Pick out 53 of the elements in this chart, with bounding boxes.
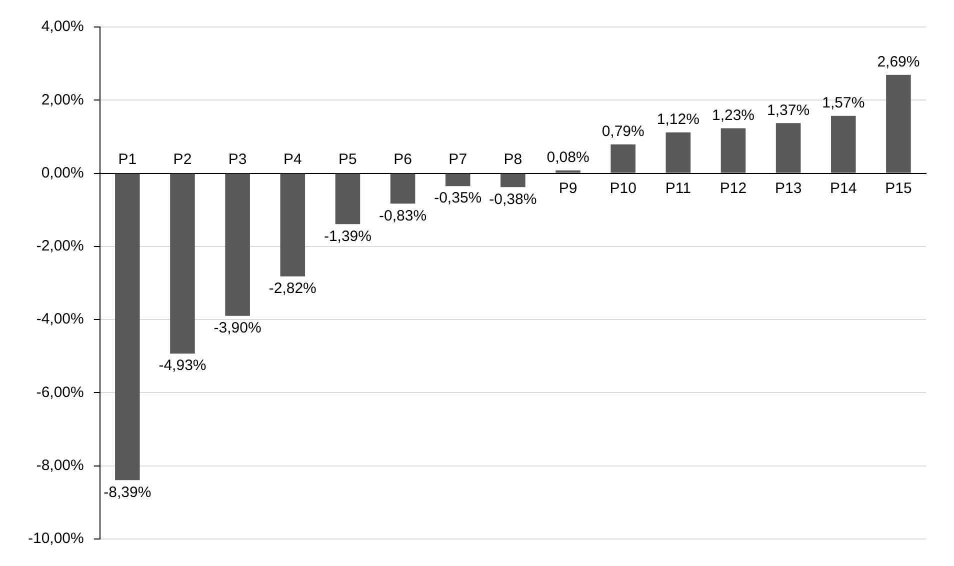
x-tick-label: P13 bbox=[774, 180, 802, 197]
data-label: -0,83% bbox=[379, 207, 427, 224]
x-tick-label: P1 bbox=[118, 150, 137, 168]
x-tick-label: P14 bbox=[830, 180, 857, 197]
y-tick-label: -4,00% bbox=[36, 310, 84, 328]
data-label: -4,93% bbox=[158, 357, 206, 374]
x-tick-label: P3 bbox=[228, 150, 247, 168]
x-tick-label: P4 bbox=[283, 150, 302, 168]
bar bbox=[445, 174, 470, 186]
y-tick-label: -8,00% bbox=[36, 457, 84, 474]
data-label: 1,23% bbox=[712, 106, 755, 124]
bar bbox=[280, 174, 306, 276]
bar bbox=[115, 174, 140, 480]
data-label: 1,57% bbox=[822, 94, 865, 112]
data-label: 2,69% bbox=[877, 54, 920, 71]
bar bbox=[610, 144, 636, 173]
data-label: 1,37% bbox=[767, 102, 810, 119]
x-tick-label: P5 bbox=[338, 150, 357, 168]
x-tick-label: P10 bbox=[610, 180, 636, 197]
x-tick-label: P15 bbox=[885, 180, 912, 197]
x-tick-label: P7 bbox=[448, 150, 468, 168]
data-label: 1,12% bbox=[656, 110, 700, 128]
data-label: 0,08% bbox=[546, 149, 590, 166]
bar bbox=[556, 170, 580, 173]
x-tick-label: P12 bbox=[720, 180, 747, 197]
data-label: -2,82% bbox=[268, 280, 316, 298]
data-label: 0,79% bbox=[602, 123, 644, 140]
y-tick-label: 4,00% bbox=[41, 18, 84, 36]
x-tick-label: P2 bbox=[173, 150, 192, 168]
y-tick-label: 0,00% bbox=[41, 164, 84, 182]
bar bbox=[170, 174, 195, 354]
x-tick-label: P11 bbox=[665, 180, 691, 197]
bar bbox=[335, 174, 360, 224]
y-tick-label: -10,00% bbox=[28, 530, 84, 548]
bar bbox=[666, 132, 691, 173]
data-label: -1,39% bbox=[324, 228, 372, 245]
bar bbox=[500, 174, 526, 188]
x-tick-label: P8 bbox=[504, 150, 522, 168]
x-tick-label: P9 bbox=[558, 180, 578, 197]
y-tick-label: 2,00% bbox=[41, 91, 84, 108]
data-label: -8,39% bbox=[104, 484, 152, 501]
data-label: -3,90% bbox=[214, 320, 262, 337]
bar bbox=[225, 174, 250, 316]
bar bbox=[776, 123, 801, 173]
y-tick-label: -2,00% bbox=[36, 238, 84, 255]
bar bbox=[390, 174, 416, 204]
data-label: -0,38% bbox=[489, 190, 537, 208]
bar bbox=[720, 128, 746, 173]
bar bbox=[830, 116, 856, 173]
data-label: -0,35% bbox=[434, 190, 482, 207]
bar bbox=[886, 74, 911, 173]
y-tick-label: -6,00% bbox=[36, 384, 84, 401]
x-tick-label: P6 bbox=[394, 150, 412, 168]
